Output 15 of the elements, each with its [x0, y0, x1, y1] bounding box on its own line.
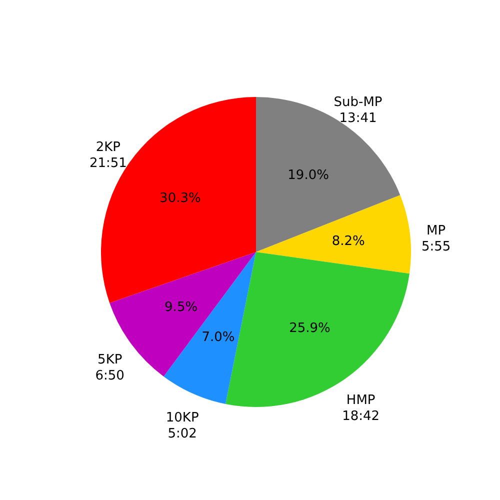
data-label: 9.5%: [164, 300, 198, 316]
data-label: 30.3%: [160, 191, 201, 206]
slice-label: Sub-MP 13:41: [334, 95, 382, 126]
data-label: 19.0%: [288, 168, 329, 184]
slice-label: MP 5:55: [421, 224, 451, 255]
pie-slice: [256, 97, 400, 252]
data-label: 8.2%: [332, 234, 365, 250]
slice-label: HMP 18:42: [342, 392, 380, 424]
data-label: 25.9%: [289, 320, 330, 336]
data-label: 7.0%: [202, 330, 235, 345]
slice-label: 10KP 5:02: [166, 410, 199, 442]
slice-label: 5KP 6:50: [95, 352, 124, 384]
pie-slice: [256, 195, 411, 274]
slice-label: 2KP 21:51: [89, 140, 127, 171]
pie-slice: [164, 252, 256, 404]
